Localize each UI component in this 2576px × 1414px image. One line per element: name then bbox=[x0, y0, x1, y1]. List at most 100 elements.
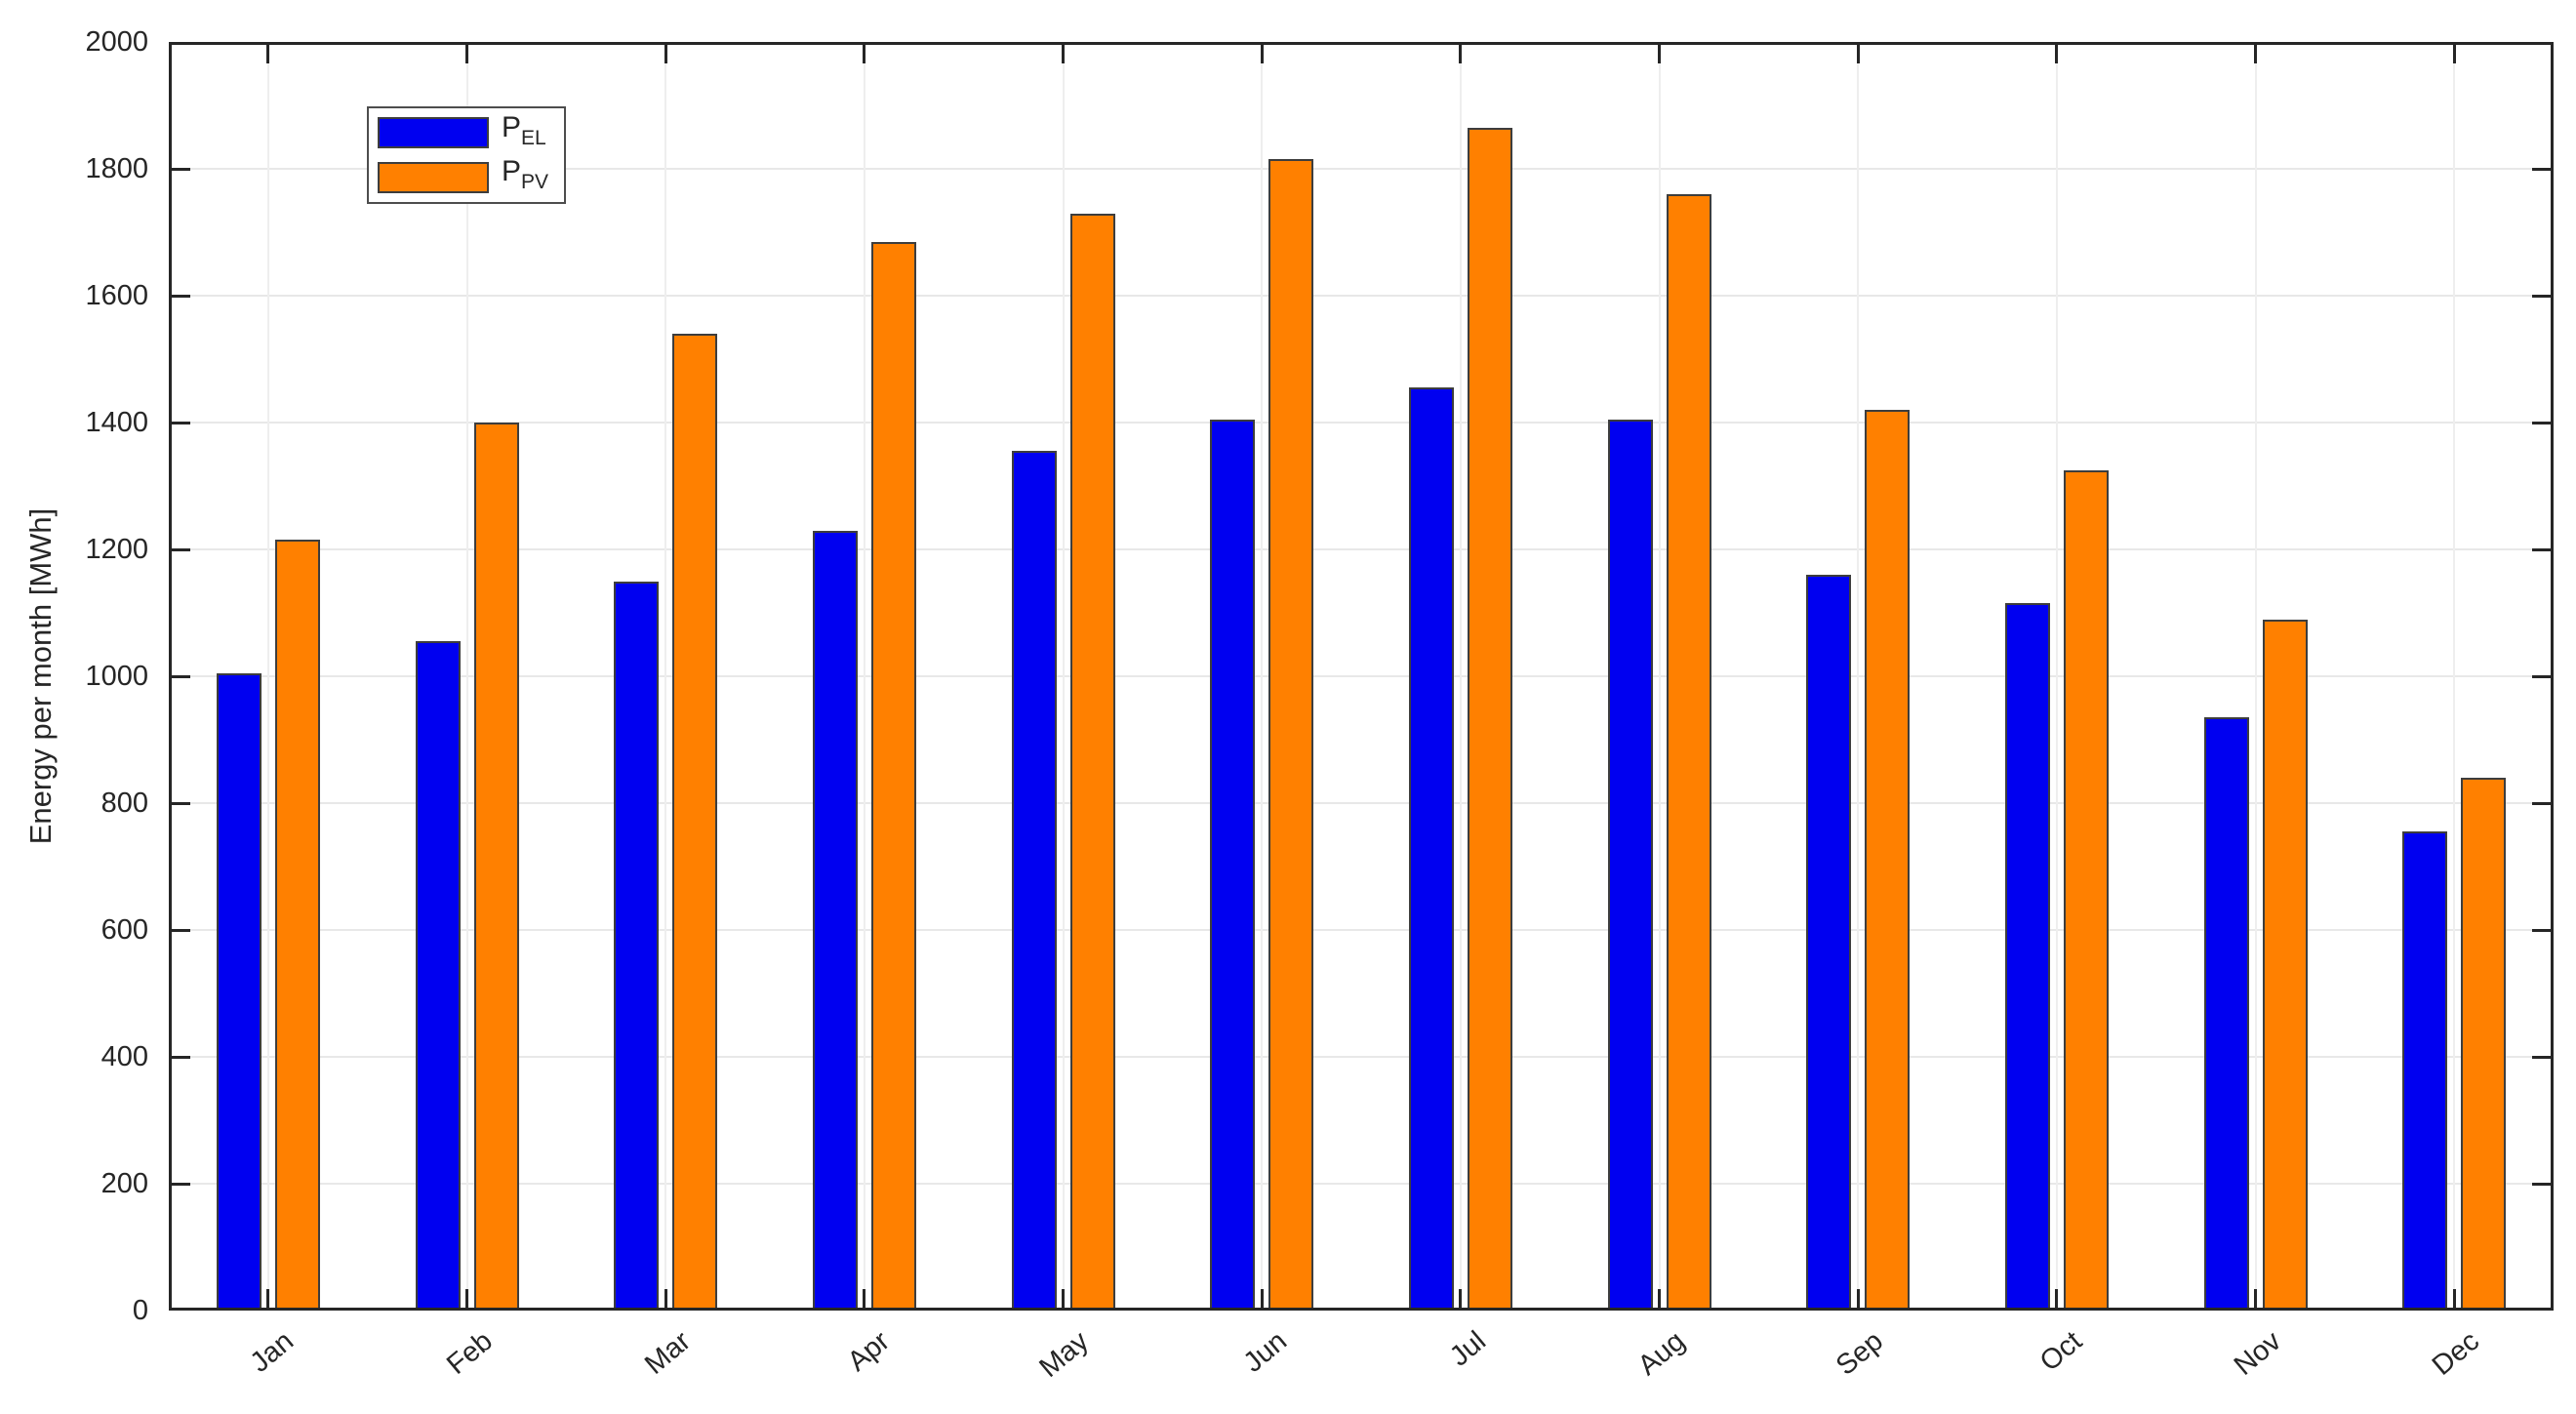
bar-p_pv-aug bbox=[1666, 194, 1711, 1311]
x-tick-label: Dec bbox=[2427, 1325, 2486, 1382]
legend-label-pel-sub: EL bbox=[521, 126, 546, 149]
legend-swatch-pel bbox=[378, 117, 489, 149]
h-gridline bbox=[169, 675, 2554, 677]
legend-label-ppv: PPV bbox=[502, 157, 548, 197]
bar-p_pv-nov bbox=[2262, 619, 2308, 1311]
y-tick-mark bbox=[169, 1182, 190, 1186]
bar-p_el-oct bbox=[2004, 603, 2050, 1311]
bar-p_pv-apr bbox=[870, 241, 916, 1311]
x-tick-mark bbox=[1260, 42, 1264, 63]
x-tick-mark bbox=[2055, 42, 2059, 63]
x-tick-mark bbox=[2452, 1289, 2456, 1311]
y-tick-label: 1600 bbox=[85, 280, 148, 311]
y-tick-mark bbox=[2532, 547, 2554, 551]
bar-p_el-apr bbox=[812, 530, 858, 1311]
y-tick-mark bbox=[169, 167, 190, 171]
y-tick-mark bbox=[169, 1055, 190, 1059]
y-tick-mark bbox=[2532, 1055, 2554, 1059]
x-tick-label: Nov bbox=[2228, 1325, 2287, 1382]
bar-p_pv-jul bbox=[1467, 127, 1512, 1311]
x-tick-mark bbox=[664, 1289, 667, 1311]
plot-area: PEL PPV bbox=[169, 42, 2554, 1311]
y-tick-label: 0 bbox=[132, 1295, 148, 1326]
legend-label-ppv-main: P bbox=[502, 155, 522, 188]
y-tick-mark bbox=[2532, 801, 2554, 805]
x-tick-mark bbox=[2254, 1289, 2257, 1311]
v-gridline bbox=[1261, 42, 1264, 1311]
h-gridline bbox=[169, 1056, 2554, 1058]
y-tick-label: 2000 bbox=[85, 26, 148, 58]
x-tick-mark bbox=[465, 1289, 468, 1311]
bar-p_el-mar bbox=[614, 581, 660, 1311]
bar-p_pv-jun bbox=[1268, 159, 1314, 1311]
y-tick-label: 1000 bbox=[85, 661, 148, 692]
x-tick-mark bbox=[664, 42, 667, 63]
v-gridline bbox=[1658, 42, 1661, 1311]
bar-p_el-dec bbox=[2402, 831, 2448, 1311]
x-tick-mark bbox=[1658, 1289, 1661, 1311]
legend-item-pel: PEL bbox=[369, 110, 564, 152]
y-tick-mark bbox=[2532, 294, 2554, 298]
x-tick-label: Apr bbox=[841, 1325, 896, 1378]
h-gridline bbox=[169, 168, 2554, 170]
v-gridline bbox=[664, 42, 667, 1311]
v-gridline bbox=[465, 42, 468, 1311]
x-tick-mark bbox=[266, 42, 270, 63]
x-tick-mark bbox=[1856, 42, 1860, 63]
bar-p_el-feb bbox=[415, 641, 461, 1311]
v-gridline bbox=[2453, 42, 2456, 1311]
bar-p_el-may bbox=[1011, 451, 1057, 1311]
x-tick-label: Jun bbox=[1237, 1325, 1294, 1379]
y-tick-label: 400 bbox=[101, 1041, 148, 1072]
legend-label-pel-main: P bbox=[502, 110, 522, 143]
x-tick-label: Jan bbox=[244, 1325, 300, 1379]
x-tick-mark bbox=[1658, 42, 1661, 63]
x-tick-mark bbox=[863, 42, 866, 63]
legend-swatch-ppv bbox=[378, 161, 489, 193]
bar-p_el-aug bbox=[1607, 419, 1653, 1311]
y-tick-label: 600 bbox=[101, 914, 148, 946]
x-tick-mark bbox=[266, 1289, 270, 1311]
bar-p_pv-dec bbox=[2461, 778, 2507, 1311]
h-gridline bbox=[169, 929, 2554, 931]
y-tick-mark bbox=[169, 421, 190, 424]
x-tick-label: Jul bbox=[1443, 1325, 1492, 1373]
bar-p_el-jan bbox=[216, 672, 262, 1311]
y-tick-label: 800 bbox=[101, 788, 148, 819]
y-tick-label: 1800 bbox=[85, 153, 148, 184]
v-gridline bbox=[2254, 42, 2257, 1311]
bar-p_pv-feb bbox=[473, 423, 519, 1311]
x-tick-mark bbox=[465, 42, 468, 63]
x-tick-mark bbox=[1260, 1289, 1264, 1311]
y-tick-label: 1200 bbox=[85, 534, 148, 565]
bar-p_pv-mar bbox=[672, 334, 718, 1311]
bar-p_el-jul bbox=[1408, 387, 1454, 1311]
v-gridline bbox=[2055, 42, 2058, 1311]
v-gridline bbox=[266, 42, 269, 1311]
bar-p_pv-sep bbox=[1865, 410, 1911, 1311]
y-tick-mark bbox=[2532, 1182, 2554, 1186]
h-gridline bbox=[169, 802, 2554, 804]
legend: PEL PPV bbox=[367, 106, 566, 204]
y-tick-mark bbox=[169, 547, 190, 551]
x-tick-label: Aug bbox=[1631, 1325, 1691, 1382]
x-tick-mark bbox=[1459, 1289, 1463, 1311]
x-tick-label: May bbox=[1032, 1325, 1095, 1384]
x-tick-mark bbox=[1856, 1289, 1860, 1311]
bar-p_el-jun bbox=[1210, 419, 1256, 1311]
y-tick-mark bbox=[2532, 674, 2554, 678]
x-tick-mark bbox=[1062, 1289, 1065, 1311]
bar-p_el-sep bbox=[1806, 575, 1852, 1311]
v-gridline bbox=[863, 42, 865, 1311]
v-gridline bbox=[1062, 42, 1065, 1311]
bar-p_pv-jan bbox=[274, 540, 320, 1311]
x-tick-mark bbox=[2254, 42, 2257, 63]
x-tick-mark bbox=[1459, 42, 1463, 63]
v-gridline bbox=[1857, 42, 1860, 1311]
y-tick-mark bbox=[2532, 928, 2554, 932]
x-tick-label: Sep bbox=[1830, 1325, 1890, 1382]
legend-label-ppv-sub: PV bbox=[521, 171, 549, 194]
y-tick-mark bbox=[169, 294, 190, 298]
x-tick-mark bbox=[2452, 42, 2456, 63]
